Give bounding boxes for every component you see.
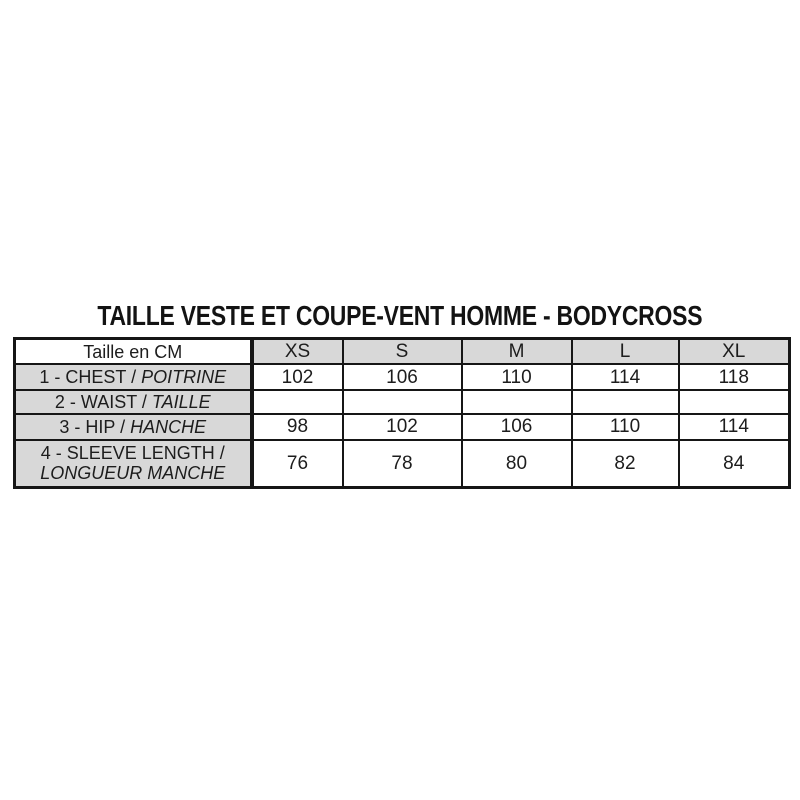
size-value-cell: 106: [341, 363, 463, 392]
size-value-cell: 80: [460, 438, 573, 489]
measurement-label-en: 1 - CHEST /: [39, 367, 137, 388]
measurement-label-en: 3 - HIP /: [59, 416, 126, 437]
measurement-label-fr: POITRINE: [141, 367, 227, 388]
size-table: Taille en CM XS S M L XL 1 - CHEST / POI…: [13, 337, 791, 490]
measurement-label-fr: TAILLE: [151, 392, 211, 413]
size-value-cell: 102: [250, 363, 344, 392]
size-value-cell: 110: [570, 413, 680, 441]
size-value-cell: 114: [570, 363, 680, 392]
size-value-cell: 82: [570, 438, 680, 489]
size-column-header-l: L: [570, 337, 680, 366]
corner-header-cell: Taille en CM: [13, 337, 254, 366]
size-value-cell: 118: [677, 363, 791, 392]
size-value-cell: [677, 389, 791, 416]
table-row-chest: 1 - CHEST / POITRINE 102 106 110 114 118: [13, 363, 791, 392]
measurement-label-fr: HANCHE: [130, 416, 207, 437]
measurement-label: 3 - HIP / HANCHE: [13, 413, 254, 441]
size-value-cell: 106: [460, 413, 573, 441]
size-value-cell: 102: [341, 413, 463, 441]
size-column-header-m: M: [460, 337, 573, 366]
measurement-label-en: 4 - SLEEVE LENGTH /: [40, 443, 225, 464]
size-value-cell: 76: [250, 438, 344, 489]
page-title: TAILLE VESTE ET COUPE-VENT HOMME - BODYC…: [0, 300, 800, 331]
size-column-header-xl: XL: [677, 337, 791, 366]
size-value-cell: 114: [677, 413, 791, 441]
measurement-label-en: 2 - WAIST /: [54, 392, 147, 413]
size-value-cell: 78: [341, 438, 463, 489]
size-column-header-s: S: [341, 337, 463, 366]
size-value-cell: [341, 389, 463, 416]
size-value-cell: [570, 389, 680, 416]
size-value-cell: [250, 389, 344, 416]
size-value-cell: 98: [250, 413, 344, 441]
measurement-label-fr: LONGUEUR MANCHE: [40, 463, 226, 484]
measurement-label: 4 - SLEEVE LENGTH / LONGUEUR MANCHE: [13, 438, 254, 489]
size-column-header-xs: XS: [250, 337, 344, 366]
measurement-label: 2 - WAIST / TAILLE: [13, 389, 254, 416]
size-value-cell: 110: [460, 363, 573, 392]
table-row-hip: 3 - HIP / HANCHE 98 102 106 110 114: [13, 413, 791, 441]
size-value-cell: 84: [677, 438, 791, 489]
table-header-row: Taille en CM XS S M L XL: [13, 337, 791, 366]
table-row-waist: 2 - WAIST / TAILLE: [13, 389, 791, 416]
measurement-label: 1 - CHEST / POITRINE: [13, 363, 254, 392]
size-value-cell: [460, 389, 573, 416]
table-row-sleeve-length: 4 - SLEEVE LENGTH / LONGUEUR MANCHE 76 7…: [13, 438, 791, 489]
page-title-text: TAILLE VESTE ET COUPE-VENT HOMME - BODYC…: [97, 300, 703, 331]
